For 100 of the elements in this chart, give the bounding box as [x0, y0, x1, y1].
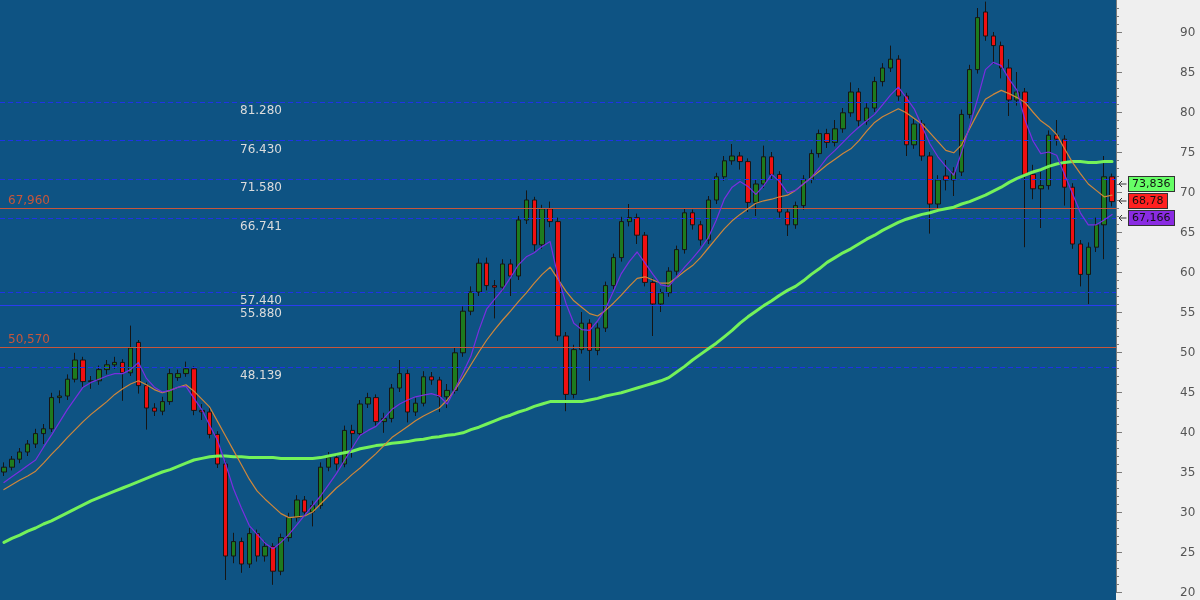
candlestick [975, 7, 980, 75]
candlestick [262, 540, 268, 563]
candlestick [864, 102, 869, 126]
candlestick [785, 207, 790, 237]
candlestick [508, 258, 513, 297]
ref-line-label: 66.741 [240, 219, 282, 234]
candlestick [642, 231, 648, 287]
y-tick-label: 50 [1180, 345, 1196, 359]
y-tick-label: 85 [1180, 65, 1196, 79]
candlestick [1022, 87, 1028, 248]
candlestick [1, 461, 7, 477]
candlestick [294, 494, 300, 523]
candlestick [17, 447, 22, 464]
candlestick [563, 331, 569, 412]
candlestick [112, 356, 117, 370]
candlestick [611, 253, 616, 291]
y-tick-label: 75 [1180, 145, 1196, 159]
line-series [2, 160, 1114, 544]
candlestick [967, 64, 972, 119]
y-tick-label: 40 [1180, 425, 1196, 439]
y-tick-label: 65 [1180, 225, 1196, 239]
candlestick [1101, 155, 1107, 260]
candlestick [840, 107, 846, 134]
candlestick [72, 352, 78, 383]
candlestick [627, 203, 632, 227]
candlestick [690, 209, 695, 231]
candlestick [1030, 164, 1036, 200]
candlestick [350, 424, 355, 459]
candlestick [128, 325, 133, 377]
candlestick [421, 370, 426, 407]
candlestick [484, 257, 489, 291]
y-tick-label: 60 [1180, 265, 1196, 279]
candlestick [49, 392, 54, 433]
candlestick [152, 402, 157, 417]
candlestick [413, 397, 418, 417]
candlestick [33, 428, 38, 449]
candlestick [555, 217, 561, 342]
candlestick [207, 407, 212, 439]
candlestick [753, 179, 759, 217]
text: 68,78 [1128, 193, 1168, 210]
candlestick [539, 204, 545, 250]
candlestick [160, 396, 165, 416]
candlestick [824, 128, 830, 149]
candlestick [120, 358, 125, 402]
candlestick [880, 62, 885, 87]
candlestick [175, 369, 181, 382]
candlestick [571, 344, 577, 399]
y-tick-label: 80 [1180, 105, 1196, 119]
candlestick [856, 87, 861, 127]
candlestick [223, 460, 228, 581]
candlestick [714, 172, 719, 205]
candlestick [888, 45, 893, 73]
candlestick [587, 318, 592, 382]
candlestick [239, 537, 244, 574]
candlestick [9, 455, 15, 471]
candlestick [801, 174, 806, 211]
candlestick [1038, 171, 1044, 229]
candlestick [769, 151, 774, 181]
candlestick [492, 279, 497, 319]
candlestick [278, 533, 284, 576]
candlestick [357, 399, 363, 438]
candlestick [872, 76, 877, 113]
y-tick-label: 30 [1180, 505, 1196, 519]
candlestick [429, 371, 434, 386]
ref-line-label: 48.139 [240, 367, 282, 382]
y-tick-label: 90 [1180, 25, 1196, 39]
candlestick [231, 532, 236, 564]
candlestick [991, 31, 996, 65]
candlestick [80, 356, 86, 388]
candlestick [270, 542, 276, 586]
candlestick [619, 216, 624, 263]
candlestick [737, 151, 743, 171]
candlestick [524, 189, 529, 225]
candlestick [674, 245, 679, 276]
candlestick [809, 149, 814, 184]
candlestick [247, 527, 252, 569]
y-tick-label: 55 [1180, 305, 1196, 319]
candlestick [579, 311, 584, 355]
candlestick [25, 439, 30, 457]
ref-line-label: 57.440 [240, 293, 282, 308]
candlestick [650, 277, 656, 337]
y-tick-label: 45 [1180, 385, 1196, 399]
candlestick [1094, 217, 1099, 253]
candlestick [286, 512, 292, 543]
candlestick [761, 145, 766, 189]
candlestick [595, 322, 600, 356]
candlestick [373, 393, 379, 427]
candlestick [999, 41, 1004, 79]
candlestick [255, 529, 260, 563]
candlestick [468, 285, 474, 316]
y-tick-label: 35 [1180, 465, 1196, 479]
candlestick [1078, 239, 1083, 287]
candlestick [745, 157, 751, 213]
ref-line-label: 76.430 [240, 141, 282, 156]
candlestick [927, 151, 933, 235]
candlestick [832, 119, 838, 147]
y-tick-label: 20 [1180, 585, 1196, 599]
candlestick [460, 305, 466, 358]
candlestick [41, 423, 46, 445]
ref-line-label: 81.280 [240, 102, 282, 117]
